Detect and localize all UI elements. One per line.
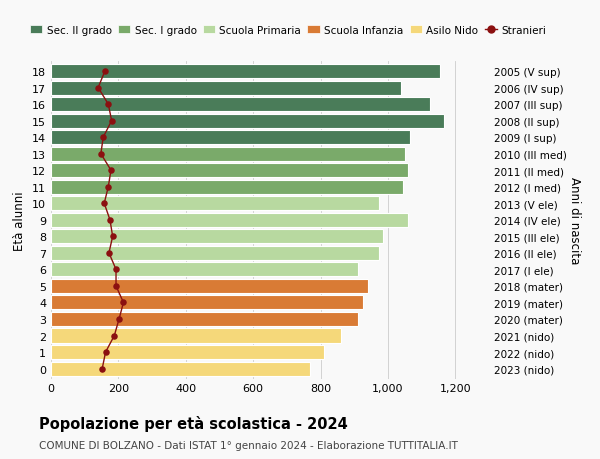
Bar [51,114,443,129]
Y-axis label: Età alunni: Età alunni [13,190,26,250]
Y-axis label: Anni di nascita: Anni di nascita [568,177,581,264]
Point [94,84,103,92]
Legend: Sec. II grado, Sec. I grado, Scuola Primaria, Scuola Infanzia, Asilo Nido, Stran: Sec. II grado, Sec. I grado, Scuola Prim… [30,26,546,36]
Bar [51,65,440,79]
Bar [51,147,405,162]
Bar [51,164,408,178]
Point [106,167,116,174]
Point [119,299,128,307]
Bar [51,180,403,194]
Point [111,283,121,290]
Point [111,266,121,274]
Bar [51,345,324,359]
Point [107,118,116,125]
Bar [51,81,401,95]
Bar [51,197,379,211]
Bar [51,329,341,343]
Bar [51,296,362,310]
Point [97,365,107,372]
Bar [51,246,379,260]
Bar [51,98,430,112]
Bar [51,230,383,244]
Point [98,134,108,141]
Point [103,184,113,191]
Point [114,316,124,323]
Bar [51,131,410,145]
Bar [51,312,358,326]
Bar [51,213,408,227]
Point [100,68,110,76]
Point [96,151,106,158]
Point [104,250,114,257]
Bar [51,362,310,376]
Point [103,101,113,108]
Point [110,332,119,340]
Point [105,217,115,224]
Text: Popolazione per età scolastica - 2024: Popolazione per età scolastica - 2024 [39,415,348,431]
Text: COMUNE DI BOLZANO - Dati ISTAT 1° gennaio 2024 - Elaborazione TUTTITALIA.IT: COMUNE DI BOLZANO - Dati ISTAT 1° gennai… [39,440,458,450]
Point [108,233,118,241]
Point [100,200,109,207]
Bar [51,279,368,293]
Bar [51,263,358,277]
Point [101,348,110,356]
